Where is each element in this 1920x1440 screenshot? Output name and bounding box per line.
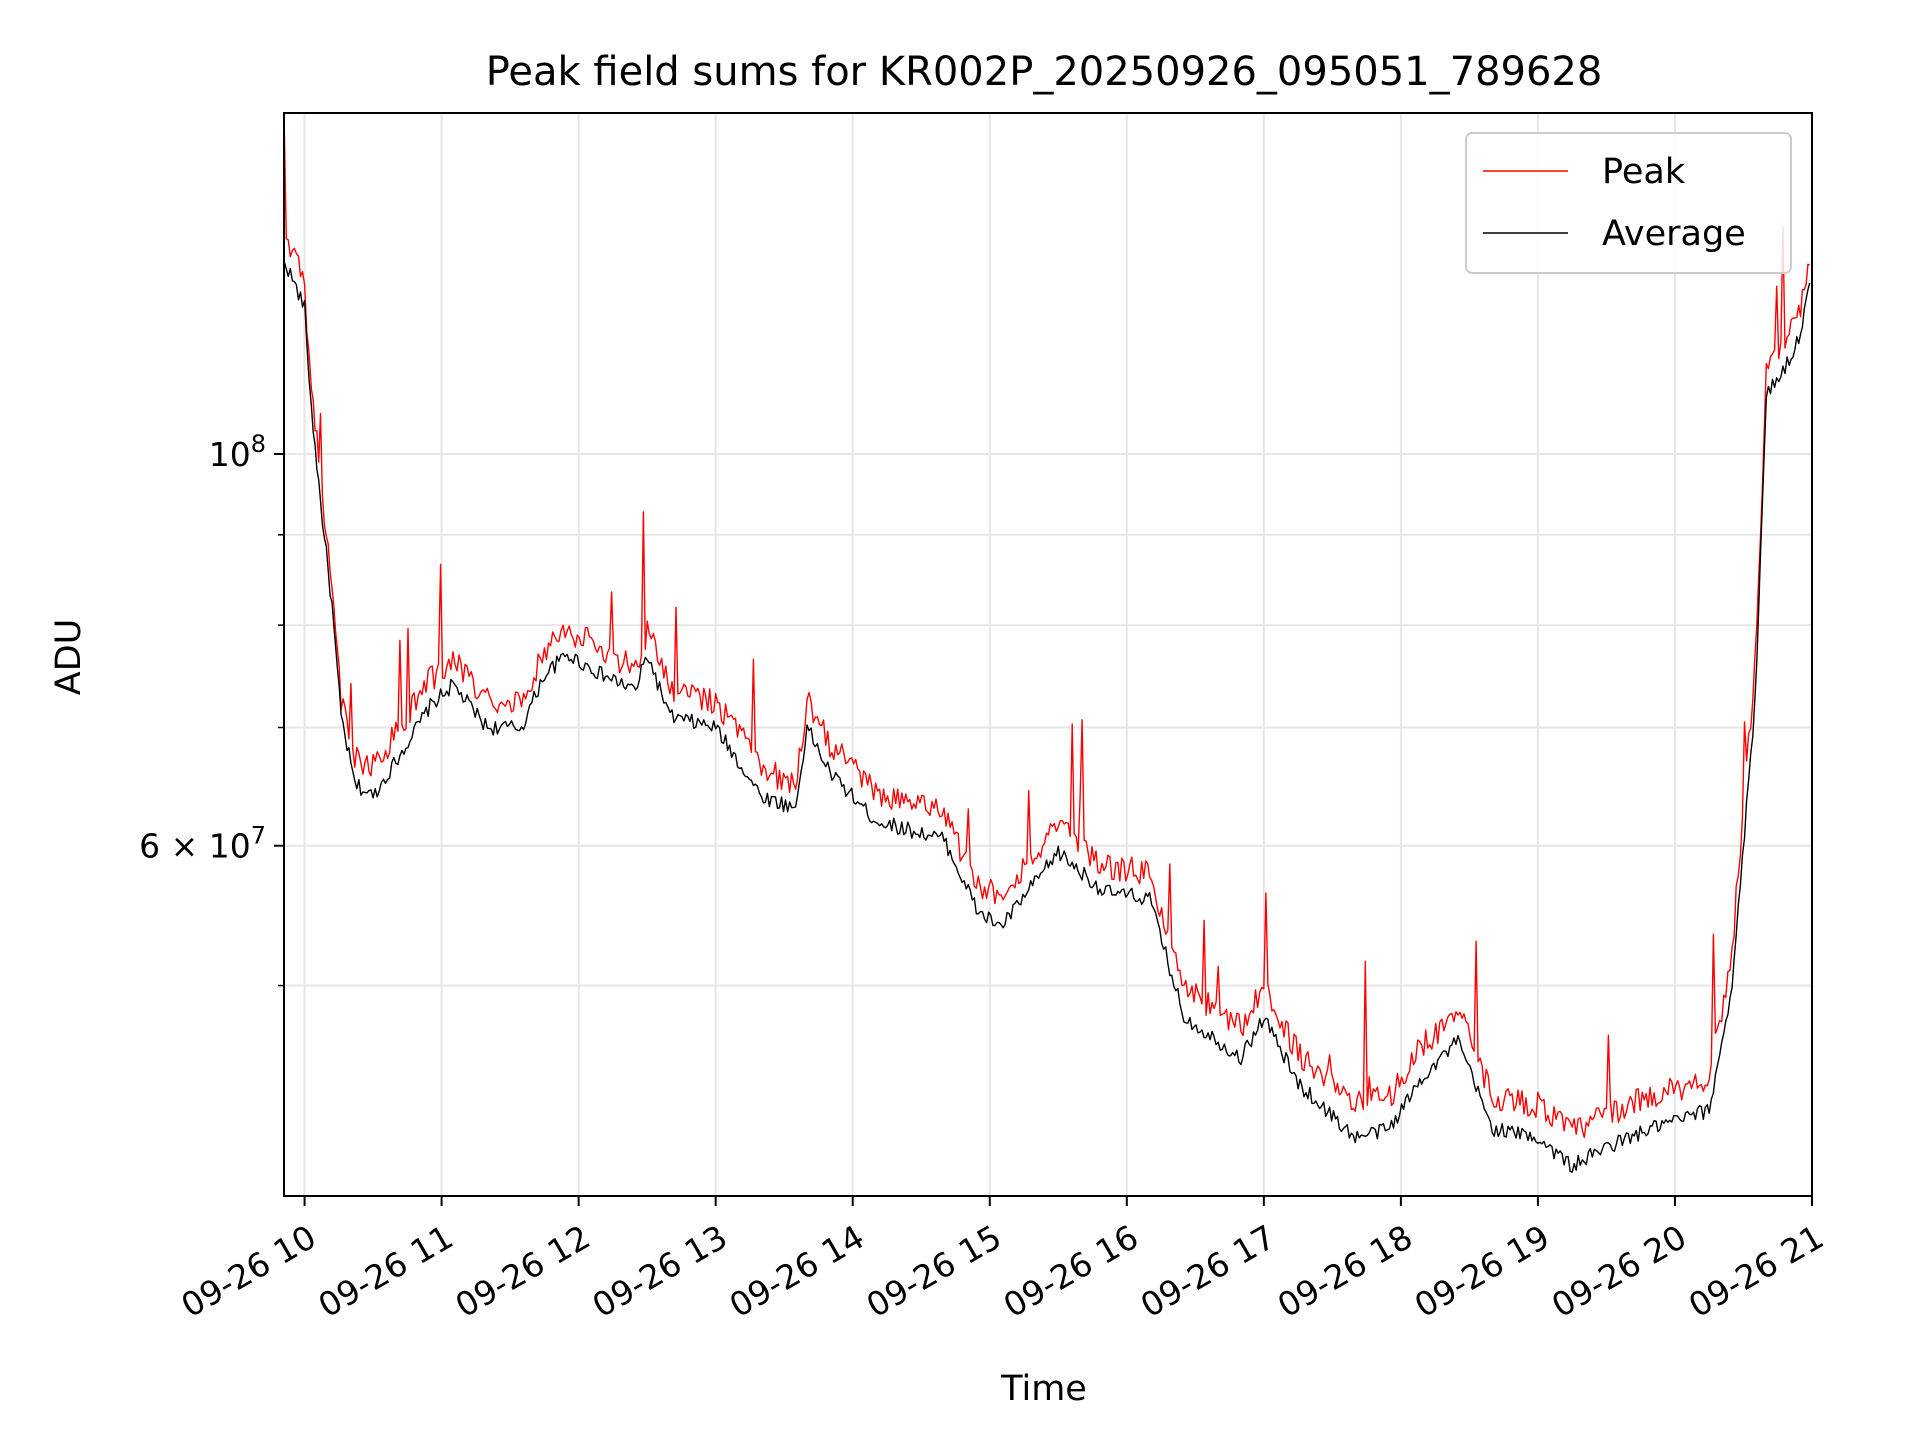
legend-average-label: Average <box>1602 214 1746 254</box>
y-tick-label: 6 × 107 <box>139 822 266 866</box>
legend: Peak Average <box>1465 132 1792 274</box>
x-axis-label: Time <box>1000 1369 1087 1409</box>
y-axis-label: ADU <box>49 619 89 696</box>
chart-title: Peak field sums for KR002P_20250926_0950… <box>486 49 1603 95</box>
grid <box>284 113 1813 1196</box>
average-series-line <box>283 260 1811 1173</box>
peak-series-line <box>283 112 1810 1139</box>
legend-peak-label: Peak <box>1602 152 1686 192</box>
plot-area-frame <box>283 112 1813 1197</box>
legend-box <box>1465 132 1792 274</box>
y-tick-label: 108 <box>209 430 266 474</box>
series-lines <box>283 112 1811 1173</box>
